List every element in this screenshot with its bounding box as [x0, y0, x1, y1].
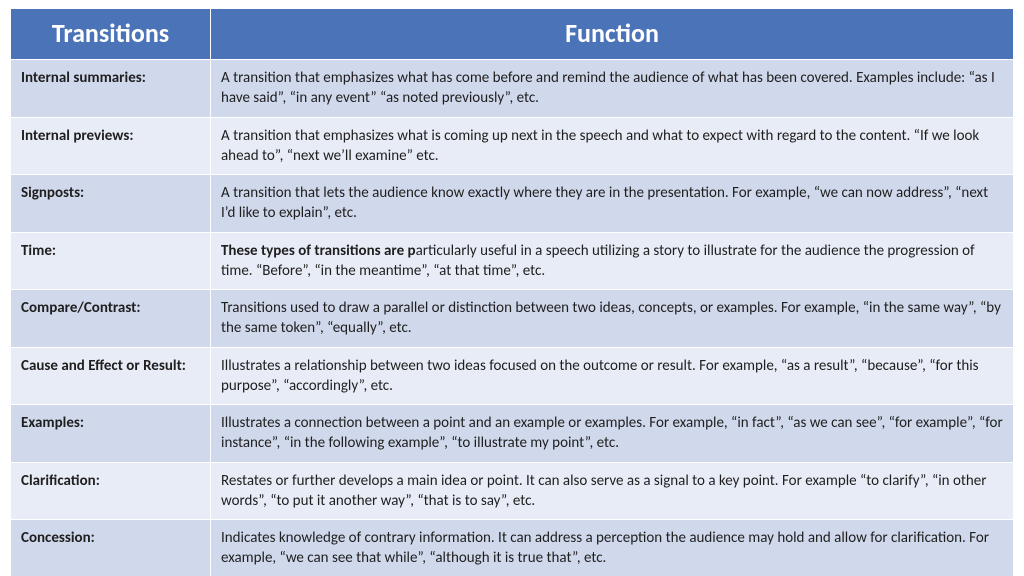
- transitions-table-page: Transitions Function Internal summaries:…: [0, 0, 1024, 576]
- row-label: Concession:: [11, 520, 211, 576]
- row-function: Illustrates a connection between a point…: [211, 405, 1014, 463]
- row-label: Compare/Contrast:: [11, 290, 211, 348]
- row-function: Transitions used to draw a parallel or d…: [211, 290, 1014, 348]
- table-row: Examples: Illustrates a connection betwe…: [11, 405, 1014, 463]
- row-label: Internal summaries:: [11, 60, 211, 118]
- table-row: Internal summaries: A transition that em…: [11, 60, 1014, 118]
- row-label: Time:: [11, 232, 211, 290]
- row-label: Signposts:: [11, 175, 211, 233]
- row-function: Illustrates a relationship between two i…: [211, 347, 1014, 405]
- row-label: Examples:: [11, 405, 211, 463]
- row-label: Internal previews:: [11, 117, 211, 175]
- table-row: Internal previews: A transition that emp…: [11, 117, 1014, 175]
- row-label: Clarification:: [11, 462, 211, 520]
- row-function: Restates or further develops a main idea…: [211, 462, 1014, 520]
- row-function: A transition that emphasizes what has co…: [211, 60, 1014, 118]
- table-row: Signposts: A transition that lets the au…: [11, 175, 1014, 233]
- row-function: These types of transitions are particula…: [211, 232, 1014, 290]
- transitions-table: Transitions Function Internal summaries:…: [10, 8, 1014, 576]
- table-row: Time: These types of transitions are par…: [11, 232, 1014, 290]
- col-header-function: Function: [211, 9, 1014, 60]
- row-function: A transition that emphasizes what is com…: [211, 117, 1014, 175]
- row-function: Indicates knowledge of contrary informat…: [211, 520, 1014, 576]
- table-row: Cause and Effect or Result: Illustrates …: [11, 347, 1014, 405]
- row-label: Cause and Effect or Result:: [11, 347, 211, 405]
- table-row: Clarification: Restates or further devel…: [11, 462, 1014, 520]
- table-header-row: Transitions Function: [11, 9, 1014, 60]
- col-header-transitions: Transitions: [11, 9, 211, 60]
- row-function-bold-lead: These types of transitions are p: [221, 242, 416, 260]
- row-function: A transition that lets the audience know…: [211, 175, 1014, 233]
- table-row: Concession: Indicates knowledge of contr…: [11, 520, 1014, 576]
- table-row: Compare/Contrast: Transitions used to dr…: [11, 290, 1014, 348]
